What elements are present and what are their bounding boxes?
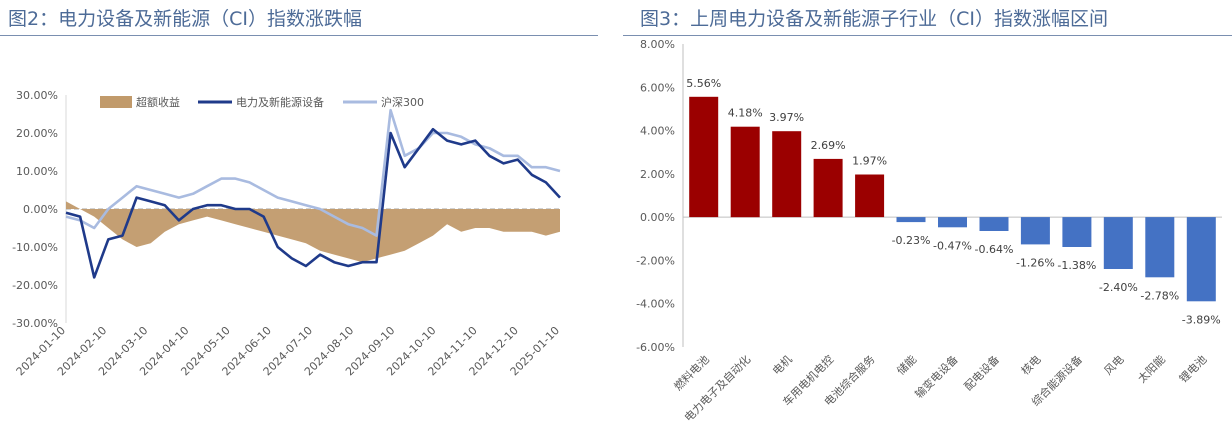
y-tick-label: -4.00% [636,298,675,311]
series-power-equipment-line [65,127,561,279]
bar [772,131,802,218]
line-chart: 30.00% 20.00% 10.00% 0.00% -10.00% -20.00% -30… [12,89,562,378]
y-tick-label: 4.00% [640,125,675,138]
bar [1103,217,1133,269]
y-tick-label: -2.00% [636,254,675,267]
x-category-label: 配电设备 [961,352,1002,393]
legend-label-power-equipment: 电力及新能源设备 [236,95,324,109]
x-category-label: 太阳能 [1135,352,1168,385]
y-tick-label: 2.00% [640,168,675,181]
x-category-label: 锂电池 [1176,352,1209,385]
y-tick-label: -30.00% [12,317,58,330]
y-tick-label: 0.00% [23,203,58,216]
data-label: -0.64% [975,243,1014,256]
data-label: 5.56% [686,77,721,90]
bar [979,217,1009,231]
y-tick-label: -20.00% [12,279,58,292]
data-label: 4.18% [728,107,763,120]
right-chart-title: 图3：上周电力设备及新能源子行业（CI）指数涨幅区间 [640,8,1108,30]
left-chart-title: 图2：电力设备及新能源（CI）指数涨跌幅 [8,8,362,30]
series-excess-return-area [66,201,560,263]
data-label: -0.23% [892,234,931,247]
right-title-rule [623,35,1232,36]
x-category-label: 燃料电池 [671,352,712,393]
bar [730,126,760,218]
data-label: -1.38% [1057,259,1096,272]
x-category-label: 核电 [1018,352,1043,377]
bar [896,217,926,223]
data-label: -2.40% [1099,281,1138,294]
legend-label-csi300: 沪深300 [381,95,424,109]
x-category-label: 风电 [1102,353,1127,378]
y-tick-label: 10.00% [16,165,58,178]
y-tick-label: -6.00% [636,341,675,354]
bar [813,158,843,218]
y-tick-label: 30.00% [16,89,58,102]
bar [1062,217,1092,247]
bar [855,174,885,218]
bar [689,96,719,218]
x-category-label: 储能 [894,352,919,377]
x-category-label: 输变电设备 [912,352,961,401]
bar [1186,217,1216,302]
y-tick-label: 20.00% [16,127,58,140]
bar [1145,217,1175,278]
data-label: -2.78% [1140,289,1179,302]
legend-label-excess-return: 超额收益 [136,95,180,109]
data-label: -0.47% [933,239,972,252]
data-label: -1.26% [1016,256,1055,269]
x-category-label: 电机 [769,352,794,377]
y-tick-label: 8.00% [640,38,675,51]
y-tick-label: 0.00% [640,211,675,224]
bar [938,217,967,228]
data-label: 2.69% [811,139,846,152]
bar [1020,217,1050,245]
y-tick-label: -10.00% [12,241,58,254]
legend-swatch-excess-return [100,96,132,108]
data-label: 3.97% [769,111,804,124]
y-tick-label: 6.00% [640,81,675,94]
left-title-rule [0,35,598,36]
data-label: -3.89% [1182,313,1221,326]
data-label: 1.97% [852,155,887,168]
